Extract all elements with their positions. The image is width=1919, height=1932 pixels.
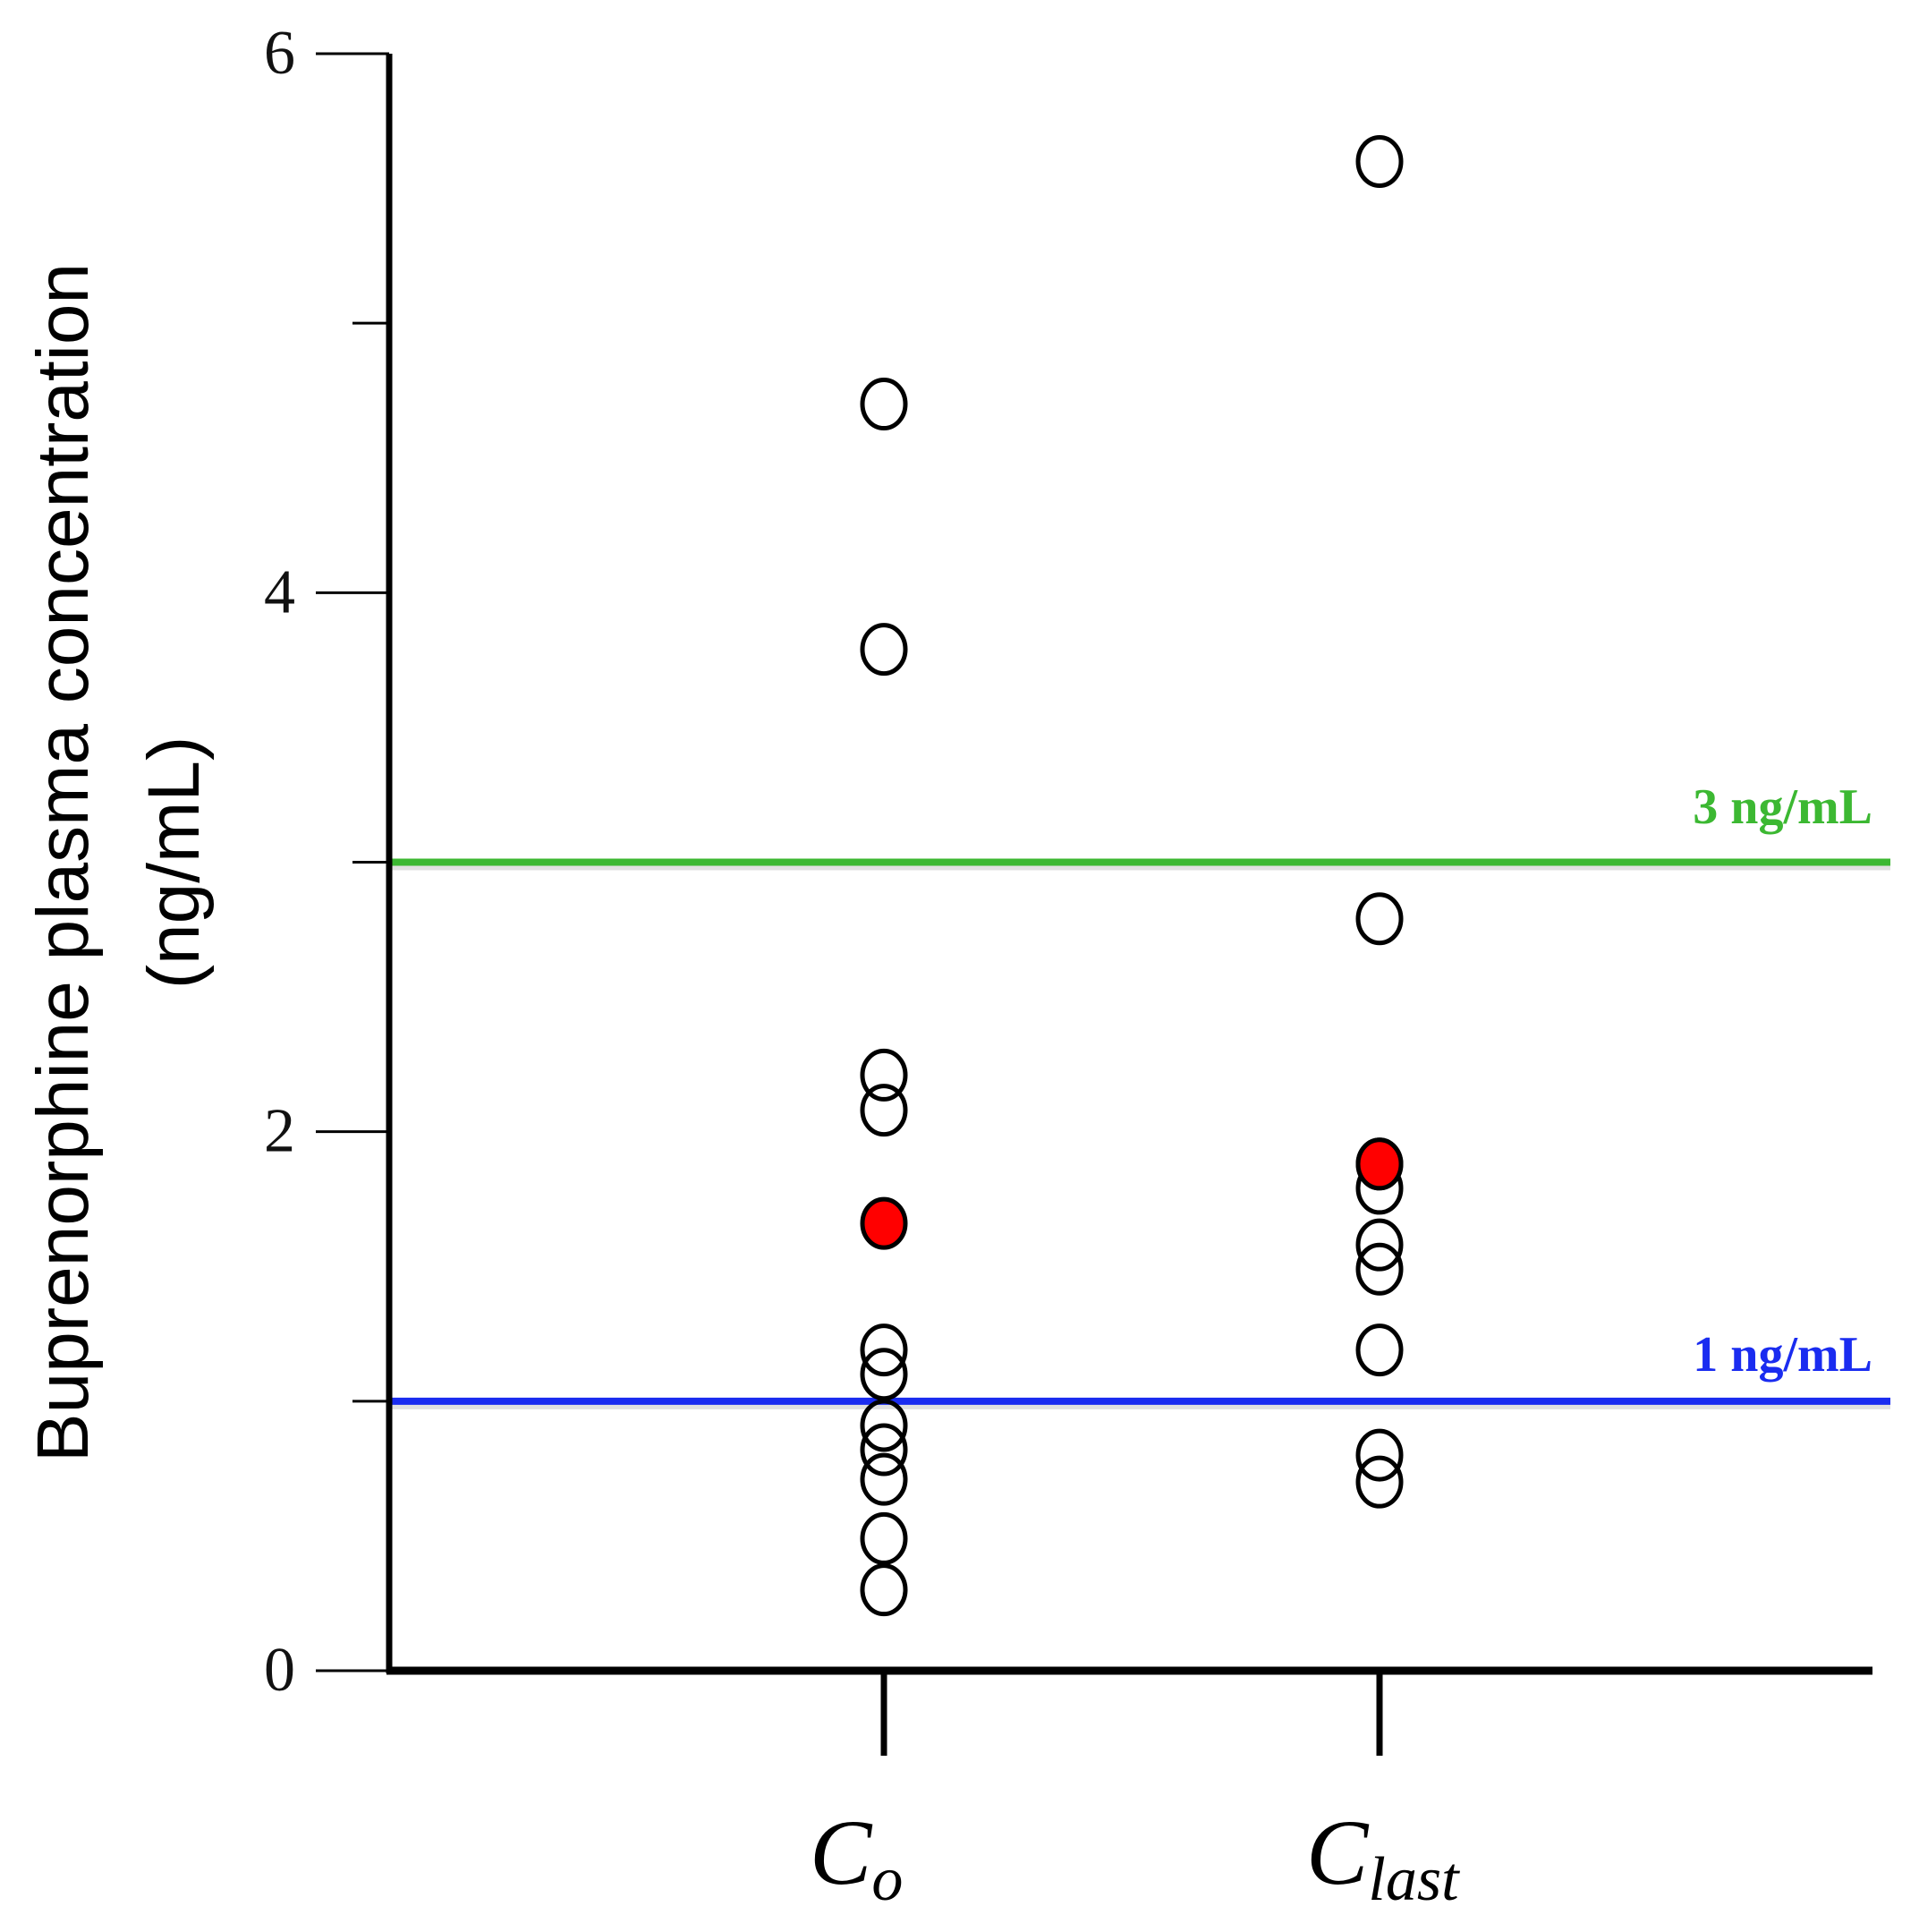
y-axis-label-line1: Buprenorphine plasma concentration	[22, 263, 104, 1462]
data-point-open	[860, 1511, 908, 1565]
y-tick-label: 2	[264, 1097, 295, 1166]
ref-label-3: 3 ng/mL	[1693, 779, 1872, 835]
data-point-open	[860, 1399, 908, 1452]
data-points	[860, 134, 1404, 1617]
data-point-open	[1355, 134, 1404, 188]
data-point-filled	[860, 1196, 908, 1250]
data-point-open	[860, 1048, 908, 1102]
data-point-open	[1355, 1323, 1404, 1377]
data-point-open	[860, 1323, 908, 1377]
data-point-open	[860, 1084, 908, 1137]
data-point-open	[1355, 1455, 1404, 1509]
data-point-filled	[1355, 1137, 1404, 1191]
x-category-label-c-o: Co	[810, 1801, 903, 1914]
data-point-open	[860, 623, 908, 677]
x-category-label-c-last: Clast	[1306, 1801, 1460, 1914]
data-point-open	[1355, 1428, 1404, 1482]
y-tick-label: 6	[264, 19, 295, 88]
data-point-open	[860, 1452, 908, 1506]
y-ticks: 0 2 4 6	[264, 19, 389, 1705]
data-point-open	[860, 1348, 908, 1401]
data-point-open	[1355, 1242, 1404, 1296]
reference-lines	[389, 858, 1890, 1409]
data-point-open	[1355, 1218, 1404, 1272]
data-point-open	[860, 1563, 908, 1617]
data-point-open	[1355, 892, 1404, 946]
data-point-open	[860, 1423, 908, 1477]
y-tick-label: 0	[264, 1636, 295, 1705]
ref-label-1: 1 ng/mL	[1693, 1327, 1872, 1383]
y-axis-label-line2: (ng/mL)	[133, 736, 215, 990]
y-tick-label: 4	[264, 557, 295, 626]
data-point-open	[860, 378, 908, 431]
